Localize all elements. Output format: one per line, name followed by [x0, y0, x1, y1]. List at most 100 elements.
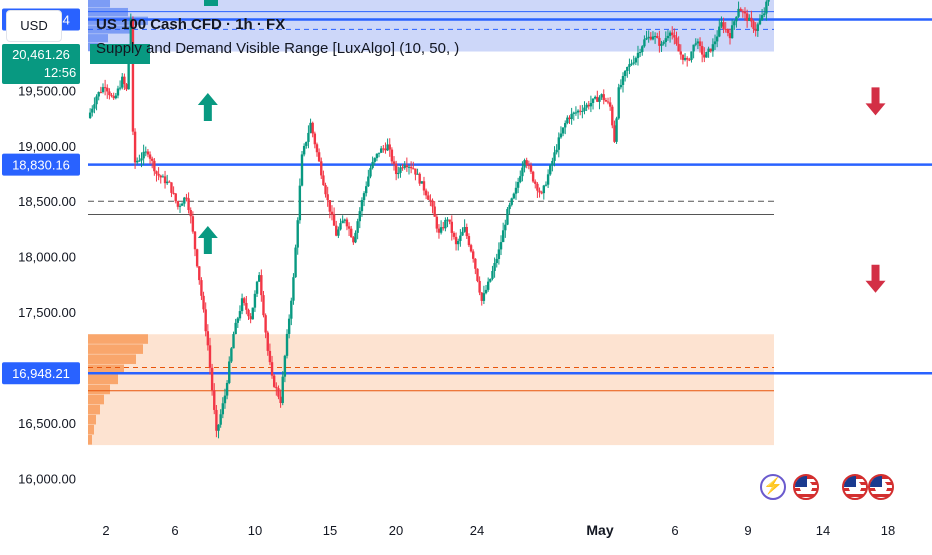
candle-body[interactable] — [733, 21, 736, 26]
candle-body[interactable] — [608, 102, 612, 107]
candle-body[interactable] — [202, 295, 205, 310]
last-price-tag[interactable] — [2, 44, 80, 84]
candle-body[interactable] — [358, 211, 361, 222]
candle-body[interactable] — [527, 164, 531, 166]
candle-body[interactable] — [260, 275, 263, 296]
candle-body[interactable] — [561, 127, 565, 134]
candle-body[interactable] — [641, 46, 644, 53]
candle-body[interactable] — [369, 167, 372, 177]
candle-body[interactable] — [153, 160, 156, 172]
candle-body[interactable] — [705, 51, 708, 58]
candle-body[interactable] — [728, 33, 732, 39]
candle-body[interactable] — [651, 36, 655, 40]
candle-body[interactable] — [677, 43, 680, 52]
candle-body[interactable] — [418, 173, 421, 184]
candle-body[interactable] — [743, 11, 747, 14]
candle-body[interactable] — [388, 144, 391, 150]
candle-body[interactable] — [240, 298, 244, 312]
candle-body[interactable] — [97, 92, 100, 97]
candle-body[interactable] — [484, 289, 488, 294]
candle-body[interactable] — [208, 345, 212, 368]
candle-body[interactable] — [713, 41, 717, 45]
candle-body[interactable] — [335, 225, 338, 236]
candle-body[interactable] — [185, 197, 188, 199]
candle-body[interactable] — [258, 275, 261, 282]
candle-body[interactable] — [587, 104, 590, 107]
candle-body[interactable] — [275, 386, 278, 389]
candle-body[interactable] — [326, 194, 329, 201]
candle-body[interactable] — [272, 375, 276, 387]
candle-body[interactable] — [367, 176, 370, 187]
candle-body[interactable] — [328, 200, 332, 212]
candle-body[interactable] — [521, 167, 524, 177]
candle-body[interactable] — [230, 348, 233, 362]
candle-body[interactable] — [429, 199, 432, 201]
candle-body[interactable] — [268, 350, 272, 363]
candle-body[interactable] — [557, 137, 560, 150]
candle-body[interactable] — [555, 149, 558, 153]
candle-body[interactable] — [414, 168, 417, 175]
candle-body[interactable] — [482, 293, 486, 301]
candle-body[interactable] — [454, 236, 458, 245]
candle-body[interactable] — [628, 64, 631, 67]
candle-body[interactable] — [343, 219, 346, 221]
candle-body[interactable] — [127, 54, 130, 90]
us-flag-icon[interactable] — [793, 474, 819, 500]
candle-body[interactable] — [285, 333, 289, 356]
candle-body[interactable] — [253, 293, 257, 308]
candle-body[interactable] — [452, 232, 456, 237]
candle-body[interactable] — [189, 210, 192, 217]
candle-body[interactable] — [559, 133, 563, 138]
candle-body[interactable] — [510, 198, 513, 205]
candle-body[interactable] — [564, 123, 567, 128]
us-flag-icon[interactable] — [842, 474, 868, 500]
currency-selector[interactable]: USD — [6, 10, 62, 42]
candle-body[interactable] — [379, 148, 383, 153]
candle-body[interactable] — [525, 160, 528, 165]
candle-body[interactable] — [754, 28, 757, 31]
price-level-tag[interactable] — [2, 153, 80, 176]
candle-body[interactable] — [266, 332, 269, 351]
candle-body[interactable] — [283, 355, 287, 377]
candle-body[interactable] — [486, 281, 490, 290]
candle-body[interactable] — [566, 117, 569, 124]
candle-body[interactable] — [668, 32, 672, 36]
candle-body[interactable] — [523, 160, 526, 168]
candle-body[interactable] — [461, 231, 464, 236]
candle-body[interactable] — [247, 309, 250, 317]
candle-body[interactable] — [576, 110, 580, 113]
candle-body[interactable] — [159, 175, 162, 178]
candle-body[interactable] — [345, 219, 349, 227]
candle-body[interactable] — [504, 224, 507, 231]
candle-body[interactable] — [225, 382, 229, 396]
candle-body[interactable] — [457, 240, 460, 245]
candle-body[interactable] — [568, 117, 571, 120]
candle-body[interactable] — [183, 197, 186, 204]
candle-body[interactable] — [664, 38, 667, 43]
candle-body[interactable] — [448, 219, 451, 222]
candle-body[interactable] — [133, 131, 137, 163]
candle-body[interactable] — [215, 409, 218, 431]
candle-body[interactable] — [598, 97, 601, 102]
candle-body[interactable] — [431, 200, 434, 207]
candle-body[interactable] — [636, 52, 640, 59]
candle-body[interactable] — [630, 63, 633, 65]
candle-body[interactable] — [688, 59, 691, 61]
candle-body[interactable] — [632, 62, 635, 64]
candle-body[interactable] — [737, 8, 740, 17]
candle-body[interactable] — [93, 104, 96, 109]
candle-body[interactable] — [739, 8, 742, 12]
candle-body[interactable] — [200, 280, 203, 296]
candle-body[interactable] — [427, 195, 430, 200]
candle-body[interactable] — [136, 160, 139, 163]
candle-body[interactable] — [767, 0, 770, 2]
candle-body[interactable] — [758, 19, 762, 25]
candle-body[interactable] — [322, 175, 325, 186]
candle-body[interactable] — [262, 295, 265, 316]
candle-body[interactable] — [715, 36, 719, 42]
candle-body[interactable] — [619, 84, 623, 88]
candle-body[interactable] — [332, 214, 336, 226]
candle-body[interactable] — [450, 221, 453, 233]
candle-body[interactable] — [302, 145, 306, 155]
